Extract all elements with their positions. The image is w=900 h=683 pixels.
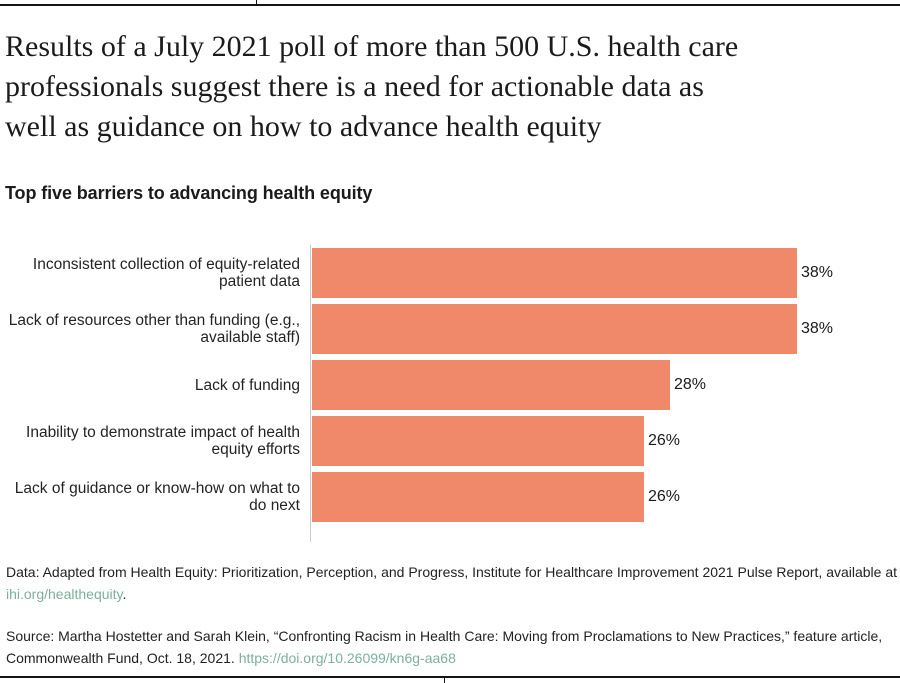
bar-row: Lack of resources other than funding (e.… — [5, 304, 895, 354]
y-axis-line — [310, 245, 311, 542]
page-title: Results of a July 2021 poll of more than… — [5, 27, 898, 147]
bar-row: Lack of guidance or know-how on what to … — [5, 472, 895, 522]
category-label: Lack of resources other than funding (e.… — [8, 312, 300, 346]
top-rule-tick — [256, 0, 257, 4]
bar — [312, 360, 670, 410]
data-note-link[interactable]: ihi.org/healthequity — [6, 586, 123, 602]
bar-area: 26% — [312, 416, 680, 466]
source-note-text-line1: Source: Martha Hostetter and Sarah Klein… — [6, 628, 883, 644]
data-note-text: Data: Adapted from Health Equity: Priori… — [6, 564, 898, 580]
source-note: Source: Martha Hostetter and Sarah Klein… — [6, 625, 882, 669]
value-label: 26% — [648, 432, 681, 449]
page-title-line: Results of a July 2021 poll of more than… — [5, 30, 739, 63]
bar-row: Inconsistent collection of equity-relate… — [5, 248, 895, 298]
bar-area: 38% — [312, 248, 833, 298]
bar-area: 38% — [312, 304, 833, 354]
page-title-line: well as guidance on how to advance healt… — [5, 110, 602, 143]
bottom-rule-tick — [444, 678, 445, 683]
bar-row: Inability to demonstrate impact of healt… — [5, 416, 895, 466]
bar — [312, 248, 797, 298]
category-label: Inability to demonstrate impact of healt… — [26, 424, 300, 458]
value-label: 28% — [674, 376, 707, 393]
data-note: Data: Adapted from Health Equity: Priori… — [6, 561, 897, 605]
category-label: Lack of funding — [194, 376, 300, 394]
source-note-link[interactable]: https://doi.org/10.26099/kn6g-aa68 — [238, 650, 456, 666]
bar — [312, 416, 644, 466]
page-title-line: professionals suggest there is a need fo… — [5, 70, 704, 103]
bar-area: 26% — [312, 472, 680, 522]
chart-title: Top five barriers to advancing health eq… — [5, 183, 373, 203]
category-label: Lack of guidance or know-how on what to … — [14, 480, 300, 514]
bottom-rule — [0, 676, 900, 678]
bar — [312, 304, 797, 354]
data-note-period: . — [122, 586, 127, 602]
value-label: 26% — [648, 488, 681, 505]
bar-row: Lack of funding 28% — [5, 360, 895, 410]
bar-chart: Inconsistent collection of equity-relate… — [5, 245, 895, 542]
top-rule — [0, 4, 900, 6]
source-note-text-line2: Commonwealth Fund, Oct. 18, 2021. — [6, 650, 239, 666]
bar — [312, 472, 644, 522]
bar-rows: Inconsistent collection of equity-relate… — [5, 245, 895, 522]
category-label: Inconsistent collection of equity-relate… — [32, 256, 300, 290]
value-label: 38% — [801, 320, 834, 337]
bar-area: 28% — [312, 360, 706, 410]
value-label: 38% — [801, 264, 834, 281]
